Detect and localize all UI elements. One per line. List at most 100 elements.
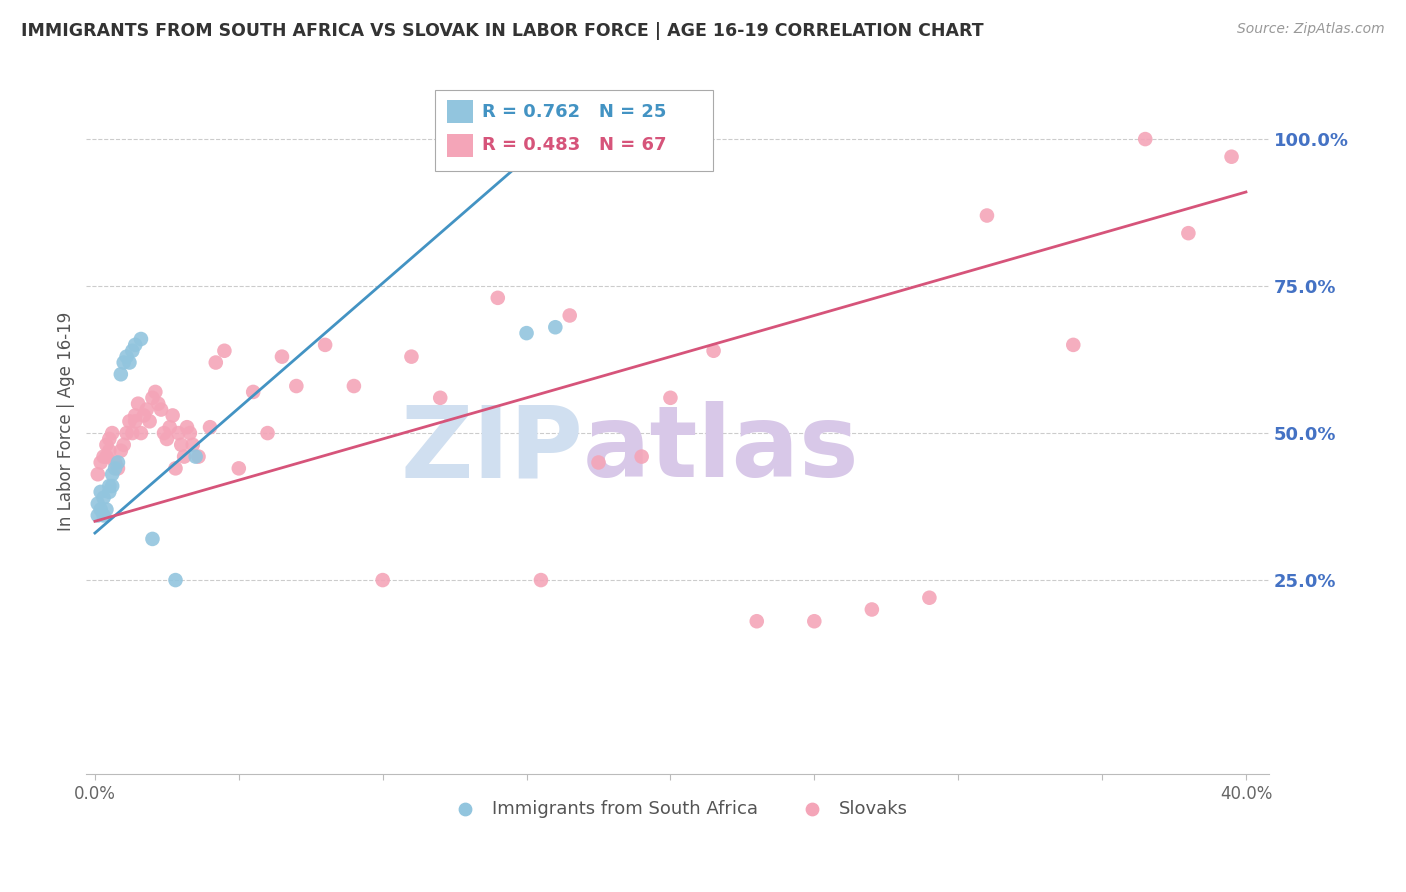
Point	[558, 309, 581, 323]
Point	[343, 379, 366, 393]
Point	[228, 461, 250, 475]
Point	[129, 332, 152, 346]
Point	[159, 420, 181, 434]
Point	[104, 461, 127, 475]
Point	[96, 450, 118, 464]
Point	[98, 443, 121, 458]
Point	[167, 426, 190, 441]
Point	[124, 338, 146, 352]
Point	[860, 602, 883, 616]
Point	[90, 502, 112, 516]
Point	[87, 467, 110, 482]
Point	[148, 397, 170, 411]
Point	[1220, 150, 1243, 164]
Point	[204, 355, 226, 369]
Point	[93, 450, 115, 464]
Point	[162, 409, 184, 423]
FancyBboxPatch shape	[447, 100, 472, 123]
Text: R = 0.483   N = 67: R = 0.483 N = 67	[482, 136, 666, 154]
Point	[530, 573, 553, 587]
Point	[141, 391, 163, 405]
Point	[173, 450, 195, 464]
Point	[401, 350, 423, 364]
Point	[141, 532, 163, 546]
Point	[143, 384, 166, 399]
Point	[96, 438, 118, 452]
Point	[170, 438, 193, 452]
Point	[745, 614, 768, 628]
Point	[110, 368, 132, 382]
Point	[588, 455, 610, 469]
Point	[176, 420, 198, 434]
Point	[153, 426, 176, 441]
Point	[256, 426, 278, 441]
Point	[87, 497, 110, 511]
Point	[121, 426, 143, 441]
Point	[104, 455, 127, 469]
Point	[110, 443, 132, 458]
Point	[101, 467, 124, 482]
Point	[112, 438, 135, 452]
Point	[107, 461, 129, 475]
Point	[486, 291, 509, 305]
Point	[630, 450, 652, 464]
Point	[115, 350, 138, 364]
Point	[87, 508, 110, 523]
Point	[98, 479, 121, 493]
Text: Source: ZipAtlas.com: Source: ZipAtlas.com	[1237, 22, 1385, 37]
Point	[371, 573, 394, 587]
Point	[112, 355, 135, 369]
Point	[90, 455, 112, 469]
Point	[132, 409, 155, 423]
Point	[165, 461, 187, 475]
FancyBboxPatch shape	[447, 134, 472, 157]
Point	[135, 402, 157, 417]
Point	[115, 426, 138, 441]
Point	[98, 484, 121, 499]
Point	[659, 391, 682, 405]
Point	[138, 414, 160, 428]
Legend: Immigrants from South Africa, Slovaks: Immigrants from South Africa, Slovaks	[440, 793, 915, 825]
Point	[184, 450, 207, 464]
Point	[179, 426, 201, 441]
Point	[544, 320, 567, 334]
Point	[187, 450, 209, 464]
Point	[165, 573, 187, 587]
Point	[93, 508, 115, 523]
Point	[124, 409, 146, 423]
Point	[1062, 338, 1084, 352]
Point	[429, 391, 451, 405]
Point	[124, 414, 146, 428]
Text: R = 0.762   N = 25: R = 0.762 N = 25	[482, 103, 666, 120]
Text: atlas: atlas	[583, 401, 859, 498]
Point	[1135, 132, 1157, 146]
Point	[314, 338, 336, 352]
Point	[803, 614, 825, 628]
Point	[118, 414, 141, 428]
Point	[96, 502, 118, 516]
Point	[90, 484, 112, 499]
Text: IMMIGRANTS FROM SOUTH AFRICA VS SLOVAK IN LABOR FORCE | AGE 16-19 CORRELATION CH: IMMIGRANTS FROM SOUTH AFRICA VS SLOVAK I…	[21, 22, 984, 40]
Point	[976, 209, 998, 223]
Point	[118, 355, 141, 369]
Point	[242, 384, 264, 399]
Point	[285, 379, 308, 393]
Point	[129, 426, 152, 441]
Point	[516, 326, 538, 340]
Point	[107, 455, 129, 469]
Point	[93, 491, 115, 505]
Point	[703, 343, 725, 358]
Point	[121, 343, 143, 358]
Point	[181, 438, 204, 452]
Text: ZIP: ZIP	[401, 401, 583, 498]
Point	[127, 397, 149, 411]
Point	[198, 420, 221, 434]
Point	[271, 350, 294, 364]
Y-axis label: In Labor Force | Age 16-19: In Labor Force | Age 16-19	[58, 311, 75, 531]
Point	[156, 432, 179, 446]
Point	[150, 402, 173, 417]
Point	[1177, 226, 1199, 240]
Point	[101, 426, 124, 441]
FancyBboxPatch shape	[436, 90, 713, 171]
Point	[98, 432, 121, 446]
